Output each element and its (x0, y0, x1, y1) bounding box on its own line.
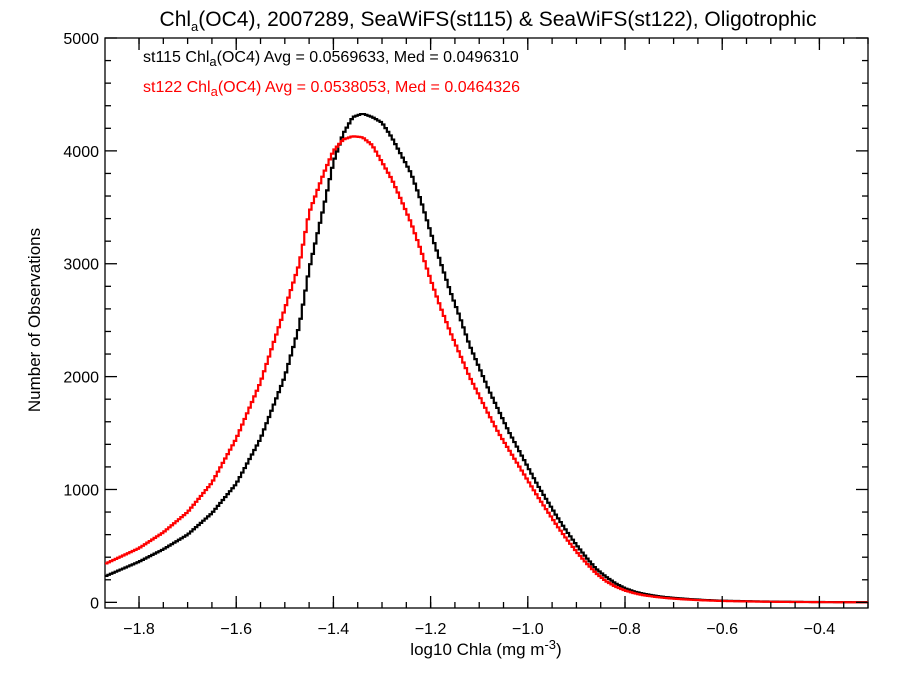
x-tick-label: −0.4 (804, 621, 836, 638)
x-tick-label: −1.6 (220, 621, 252, 638)
legend-st122-text: st122 Chl (143, 79, 211, 96)
y-tick-label: 0 (90, 595, 99, 612)
y-tick-label: 3000 (63, 257, 99, 274)
series-layer (105, 112, 868, 604)
x-axis-label: log10 Chla (mg m-3) (410, 637, 561, 659)
legend-entry-st115: st115 Chla(OC4) Avg = 0.0569633, Med = 0… (143, 49, 519, 69)
y-axis-label: Number of Observations (25, 228, 44, 412)
chart-title: Chla(OC4), 2007289, SeaWiFS(st115) & Sea… (160, 8, 817, 34)
legend-st115-text: st115 Chl (143, 49, 209, 66)
series-line-st122 (105, 135, 868, 604)
y-tick-label: 2000 (63, 370, 99, 387)
legend-st122-stats: (OC4) Avg = 0.0538053, Med = 0.0464326 (218, 79, 520, 96)
legend-st115-stats: (OC4) Avg = 0.0569633, Med = 0.0496310 (217, 49, 519, 66)
x-axis-label-close: ) (556, 640, 562, 659)
series-line-st115 (105, 112, 868, 604)
x-tick-label: −1.8 (123, 621, 155, 638)
legend-st122-subscript: a (211, 84, 219, 99)
x-tick-label: −0.8 (609, 621, 641, 638)
x-tick-label: −1.0 (512, 621, 544, 638)
tick-layer: −1.8 −1.6 −1.4 −1.2 −1.0 −0.8 −0.6 −0.4 0 1000 200… (63, 31, 869, 638)
y-tick-label: 5000 (63, 31, 99, 48)
x-axis-label-superscript: -3 (544, 637, 556, 652)
chart-title-part2: (OC4), 2007289, SeaWiFS(st115) & SeaWiFS… (198, 8, 816, 31)
y-tick-label: 1000 (63, 482, 99, 499)
plot-area: −1.8 −1.6 −1.4 −1.2 −1.0 −0.8 −0.6 −0.4 0 1000 200… (63, 31, 869, 638)
x-tick-label: −0.6 (706, 621, 738, 638)
plot-frame (104, 37, 869, 609)
x-tick-label: −1.2 (415, 621, 447, 638)
y-tick-label: 4000 (63, 144, 99, 161)
legend-entry-st122: st122 Chla(OC4) Avg = 0.0538053, Med = 0… (143, 79, 520, 99)
legend-st115-subscript: a (209, 54, 217, 69)
x-tick-label: −1.4 (318, 621, 350, 638)
chart-title-part1: Chl (160, 8, 192, 31)
chart-title-subscript: a (191, 19, 199, 34)
x-axis-label-main: log10 Chla (mg m (410, 640, 544, 659)
